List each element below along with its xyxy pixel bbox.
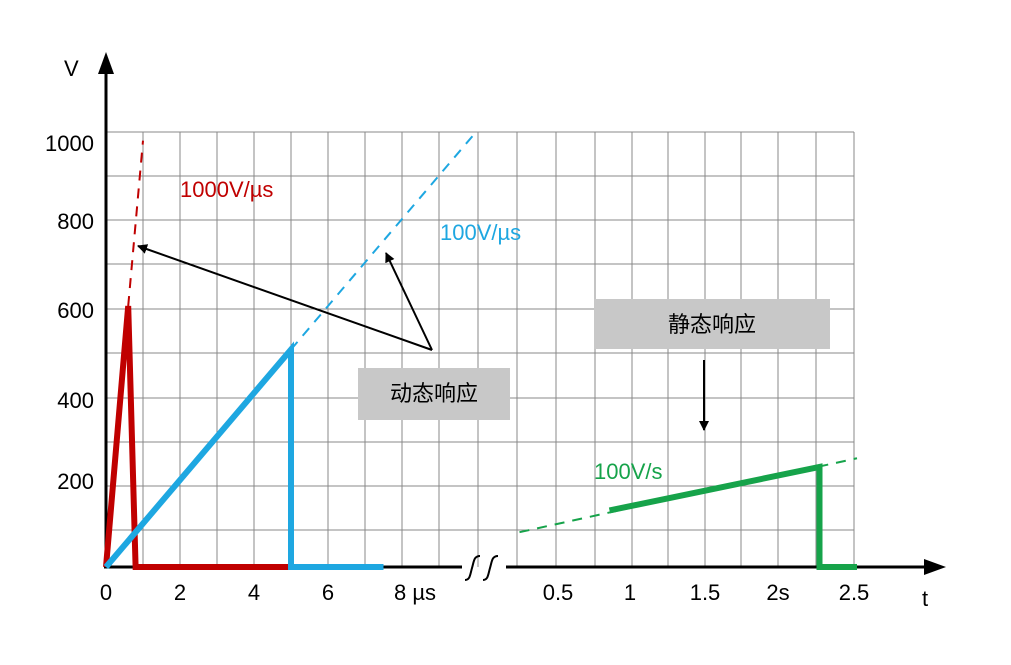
y-tick-label: 400 [57,388,94,413]
y-tick-label: 1000 [45,131,94,156]
axis-break-symbol-2 [482,555,499,581]
x-tick-label-us: 2 [174,580,186,605]
series-extension-2 [519,457,858,534]
dynamic-response-box: 动态响应 [358,368,510,420]
series-label-0: 1000V/µs [180,177,273,202]
series-label-1: 100V/µs [440,220,521,245]
x-tick-label-us: 4 [248,580,260,605]
series-line-1 [103,341,384,570]
annotation-arrows [137,244,709,431]
y-axis-arrow [98,52,114,74]
series-line-2 [608,463,857,570]
series-extension-0 [127,140,144,307]
x-tick-label-s: 1.5 [690,580,721,605]
grid [105,131,855,567]
x-axis-arrow [924,559,946,575]
dynamic-response-bg [358,368,510,420]
arrow-to-100v-us [385,252,433,351]
series-label-2: 100V/s [594,459,663,484]
dynamic-response-label: 动态响应 [390,381,478,406]
y-tick-labels: 200 400 600 800 1000 [45,131,94,494]
x-tick-label-s: 2s [766,580,789,605]
series [103,305,857,570]
series-extension-1 [290,131,477,351]
series-line-0 [103,305,291,570]
x-tick-label-s: 0.5 [543,580,574,605]
static-response-label: 静态响应 [668,312,756,337]
extensions [127,131,858,534]
y-tick-label: 600 [57,298,94,323]
x-tick-labels: 0 2 4 6 8 µs 0.5 1 1.5 2s 2.5 [100,580,869,605]
x-tick-label-s: 2.5 [839,580,870,605]
static-response-bg [594,299,830,349]
axis-break-symbol [464,555,481,581]
y-axis-label: V [64,56,79,81]
x-tick-label-us: 0 [100,580,112,605]
x-axis-label: t [922,586,928,611]
x-tick-label-us: 8 µs [394,580,436,605]
series-labels: 1000V/µs 100V/µs 100V/s [180,177,663,484]
static-response-box: 静态响应 [594,299,830,349]
x-tick-label-us: 6 [322,580,334,605]
y-tick-label: 800 [57,209,94,234]
arrow-to-1000v [137,244,433,351]
y-tick-label: 200 [57,469,94,494]
x-tick-label-s: 1 [624,580,636,605]
